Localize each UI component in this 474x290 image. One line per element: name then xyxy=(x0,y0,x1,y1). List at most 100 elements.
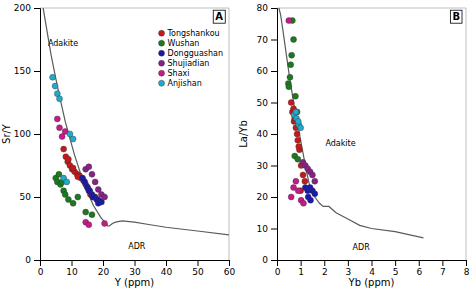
y-tick: 0 xyxy=(25,255,40,265)
legend-entry: Tongshankou xyxy=(159,29,220,38)
legend-label: Dongguashan xyxy=(168,49,223,58)
x-axis: 012345678 xyxy=(275,260,470,277)
y-tick-label: 0 xyxy=(25,255,31,265)
x-tick: 4 xyxy=(369,260,375,277)
point xyxy=(288,100,294,106)
point xyxy=(70,165,76,171)
point xyxy=(75,194,81,200)
point xyxy=(64,179,70,185)
point xyxy=(83,209,89,215)
annotation: ADR xyxy=(353,243,371,252)
x-tick-mark xyxy=(229,260,230,266)
x-tick: 30 xyxy=(129,260,141,277)
x-tick: 50 xyxy=(192,260,204,277)
y-axis: 050100150200 xyxy=(14,3,41,265)
x-tick-mark xyxy=(166,260,167,266)
y-tick: 70 xyxy=(257,35,277,45)
legend-entry: Shujiadian xyxy=(159,59,210,68)
y-tick-mark xyxy=(271,260,277,261)
point xyxy=(57,96,63,102)
point xyxy=(302,178,308,184)
panel: 0102030405060050100150200Y (ppm)Sr/YAdak… xyxy=(1,3,235,288)
y-tick-label: 50 xyxy=(20,192,32,202)
x-tick-label: 10 xyxy=(66,267,78,277)
y-tick: 50 xyxy=(20,192,40,202)
panel-title-box xyxy=(213,10,225,23)
point xyxy=(300,200,306,206)
point xyxy=(294,131,300,137)
boundary-line xyxy=(43,8,229,235)
y-tick-label: 10 xyxy=(257,224,269,234)
y-tick-mark xyxy=(34,260,40,261)
x-tick-mark xyxy=(348,260,349,266)
legend-label: Wushan xyxy=(168,39,200,48)
point xyxy=(309,172,315,178)
x-tick-label: 4 xyxy=(369,267,375,277)
y-tick-mark xyxy=(34,71,40,72)
series-points xyxy=(300,159,318,184)
y-tick-label: 50 xyxy=(257,98,269,108)
line-layer xyxy=(43,8,229,235)
point xyxy=(286,18,292,24)
x-tick: 40 xyxy=(161,260,173,277)
point xyxy=(295,156,301,162)
x-tick-mark xyxy=(419,260,420,266)
point xyxy=(90,194,96,200)
point xyxy=(89,171,95,177)
panel-title-box xyxy=(450,10,462,23)
panel-title: B xyxy=(450,10,462,23)
x-tick: 60 xyxy=(224,260,236,277)
panel-title-text: A xyxy=(215,11,223,22)
point xyxy=(292,93,298,99)
point xyxy=(70,136,76,142)
point xyxy=(86,188,92,194)
x-tick-label: 0 xyxy=(38,267,44,277)
y-axis-line xyxy=(34,9,41,261)
point xyxy=(57,125,63,131)
point xyxy=(86,164,92,170)
point xyxy=(287,74,293,80)
x-tick-mark xyxy=(395,260,396,266)
series-points xyxy=(286,18,307,207)
y-tick: 50 xyxy=(257,98,277,108)
point xyxy=(295,118,301,124)
point xyxy=(291,37,297,43)
y-tick-mark xyxy=(34,134,40,135)
y-tick: 20 xyxy=(257,192,277,202)
legend-label: Anjishan xyxy=(168,79,202,88)
legend-marker xyxy=(159,50,165,56)
y-tick-label: 60 xyxy=(257,66,269,76)
point xyxy=(312,178,318,184)
y-tick-label: 30 xyxy=(257,161,269,171)
legend: TongshankouWushanDongguashanShujiadianSh… xyxy=(159,29,223,88)
legend-marker xyxy=(159,30,165,36)
x-tick-label: 60 xyxy=(224,267,236,277)
x-tick-mark xyxy=(372,260,373,266)
plot-area xyxy=(43,8,229,235)
y-tick: 80 xyxy=(257,3,277,13)
legend-entry: Shaxi xyxy=(159,69,190,78)
point xyxy=(308,197,314,203)
legend-marker xyxy=(159,40,165,46)
x-axis-line xyxy=(278,261,467,267)
legend-marker xyxy=(159,80,165,86)
y-axis: 01020304050607080 xyxy=(257,3,278,265)
y-tick-mark xyxy=(271,103,277,104)
point xyxy=(312,191,318,197)
line-layer xyxy=(279,8,424,238)
point xyxy=(70,200,76,206)
y-tick: 100 xyxy=(14,129,40,139)
x-axis-title: Yb (ppm) xyxy=(348,277,395,288)
y-tick-mark xyxy=(271,8,277,9)
point xyxy=(295,137,301,143)
boundary-line xyxy=(279,8,424,238)
point xyxy=(298,125,304,131)
point xyxy=(289,52,295,58)
series-points xyxy=(285,18,300,163)
y-tick-label: 150 xyxy=(14,66,31,76)
y-tick: 60 xyxy=(257,66,277,76)
y-tick: 30 xyxy=(257,161,277,171)
x-tick-label: 1 xyxy=(298,267,304,277)
x-tick: 0 xyxy=(38,260,44,277)
y-tick: 10 xyxy=(257,224,277,234)
